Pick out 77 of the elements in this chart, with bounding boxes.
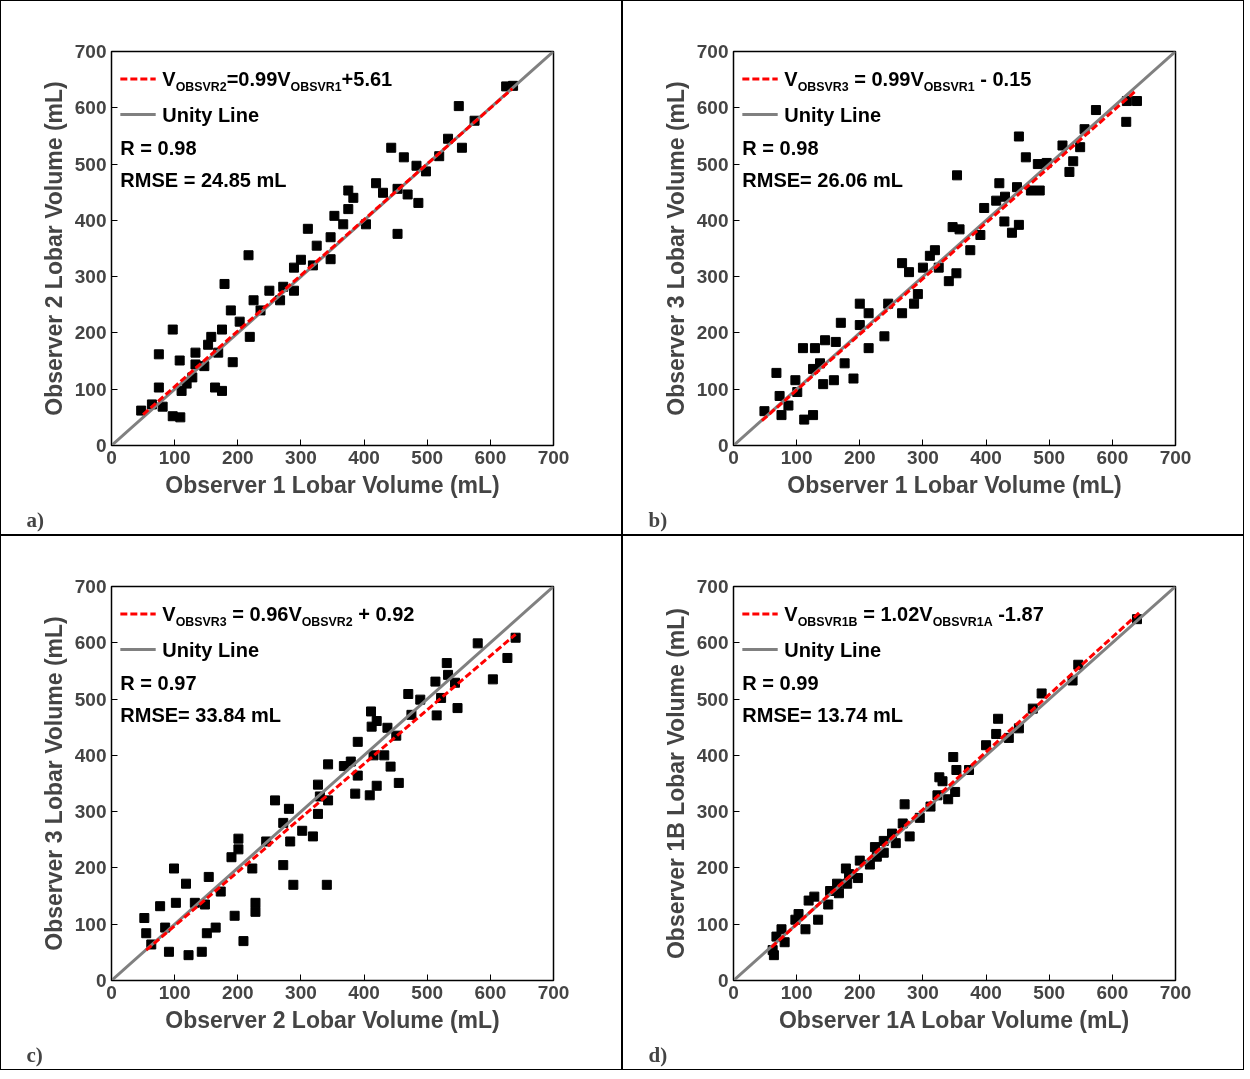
x-axis-title: Observer 1 Lobar Volume (mL) — [787, 471, 1122, 498]
text: d) — [648, 1042, 668, 1067]
x-tick-label: 100 — [780, 981, 813, 1003]
text: b) — [648, 507, 668, 532]
x-tick-label: 500 — [1033, 446, 1066, 468]
y-tick-label: 700 — [74, 576, 107, 597]
y-tick-label: 300 — [74, 801, 107, 823]
x-axis-title: Observer 1A Lobar Volume (mL) — [778, 1006, 1130, 1033]
x-tick-label: 100 — [158, 981, 191, 1003]
y-tick-label: 600 — [74, 97, 107, 119]
x-tick-label: 500 — [411, 446, 444, 468]
x-tick-label: 300 — [907, 446, 939, 468]
x-tick-label: 200 — [843, 446, 876, 468]
annotation: R = 0.98 — [120, 137, 197, 160]
y-tick-label: 100 — [696, 378, 729, 400]
y-tick-label: 600 — [696, 632, 729, 654]
x-tick-label: 500 — [411, 981, 444, 1003]
annotation: RMSE = 24.85 mL — [120, 168, 287, 191]
y-tick-label: 200 — [696, 322, 729, 344]
y-tick-label: 200 — [696, 857, 729, 879]
x-tick-label: 600 — [1096, 446, 1129, 468]
y-tick-label: 300 — [696, 266, 729, 288]
x-tick-label: 600 — [474, 446, 507, 468]
x-tick-label: 300 — [285, 446, 317, 468]
text: c) — [26, 1042, 43, 1067]
legend-label: Unity Line — [784, 103, 881, 126]
x-tick-label: 300 — [907, 981, 939, 1003]
x-tick-label: 600 — [1096, 981, 1129, 1003]
y-tick-label: 100 — [74, 378, 107, 400]
annotation: RMSE= 33.84 mL — [120, 703, 281, 726]
x-tick-label: 700 — [537, 981, 570, 1003]
legend-label: Unity Line — [162, 103, 259, 126]
y-tick-label: 300 — [696, 801, 729, 823]
x-tick-label: 100 — [158, 446, 191, 468]
y-axis-title: Observer 2 Lobar Volume (mL) — [40, 81, 67, 416]
x-axis-title: Observer 1 Lobar Volume (mL) — [165, 471, 500, 498]
y-tick-label: 500 — [74, 688, 107, 710]
x-axis-title: Observer 2 Lobar Volume (mL) — [165, 1006, 500, 1033]
y-axis-title: Observer 1B Lobar Volume (mL) — [662, 607, 689, 960]
x-tick-label: 700 — [1159, 981, 1192, 1003]
x-tick-label: 400 — [348, 446, 380, 468]
y-tick-label: 400 — [696, 209, 729, 231]
legend-label: Unity Line — [162, 638, 259, 661]
y-tick-label: 400 — [74, 209, 107, 231]
x-tick-label: 200 — [221, 446, 254, 468]
y-tick-label: 600 — [696, 97, 729, 119]
annotation: R = 0.97 — [120, 672, 197, 695]
y-tick-label: 100 — [74, 913, 107, 935]
y-tick-label: 200 — [74, 857, 107, 879]
x-tick-label: 400 — [970, 981, 1002, 1003]
x-tick-label: 400 — [348, 981, 380, 1003]
x-tick-label: 200 — [843, 981, 876, 1003]
y-tick-label: 500 — [74, 153, 107, 175]
annotation: RMSE= 26.06 mL — [742, 168, 903, 191]
y-tick-label: 700 — [696, 41, 729, 62]
y-tick-label: 400 — [74, 744, 107, 766]
x-tick-label: 500 — [1033, 981, 1066, 1003]
y-tick-label: 700 — [696, 576, 729, 597]
y-tick-label: 700 — [74, 41, 107, 62]
text: a) — [26, 507, 44, 532]
y-axis-title: Observer 3 Lobar Volume (mL) — [40, 616, 67, 951]
y-tick-label: 400 — [696, 744, 729, 766]
y-tick-label: 300 — [74, 266, 107, 288]
y-tick-label: 500 — [696, 688, 729, 710]
x-tick-label: 700 — [1159, 446, 1192, 468]
x-tick-label: 600 — [474, 981, 507, 1003]
y-tick-label: 500 — [696, 153, 729, 175]
annotation: R = 0.98 — [742, 137, 819, 160]
y-tick-label: 600 — [74, 632, 107, 654]
x-tick-label: 700 — [537, 446, 570, 468]
y-tick-label: 200 — [74, 322, 107, 344]
x-tick-label: 200 — [221, 981, 254, 1003]
y-tick-label: 100 — [696, 913, 729, 935]
x-tick-label: 300 — [285, 981, 317, 1003]
y-axis-title: Observer 3 Lobar Volume (mL) — [662, 81, 689, 416]
x-tick-label: 100 — [780, 446, 813, 468]
x-tick-label: 400 — [970, 446, 1002, 468]
